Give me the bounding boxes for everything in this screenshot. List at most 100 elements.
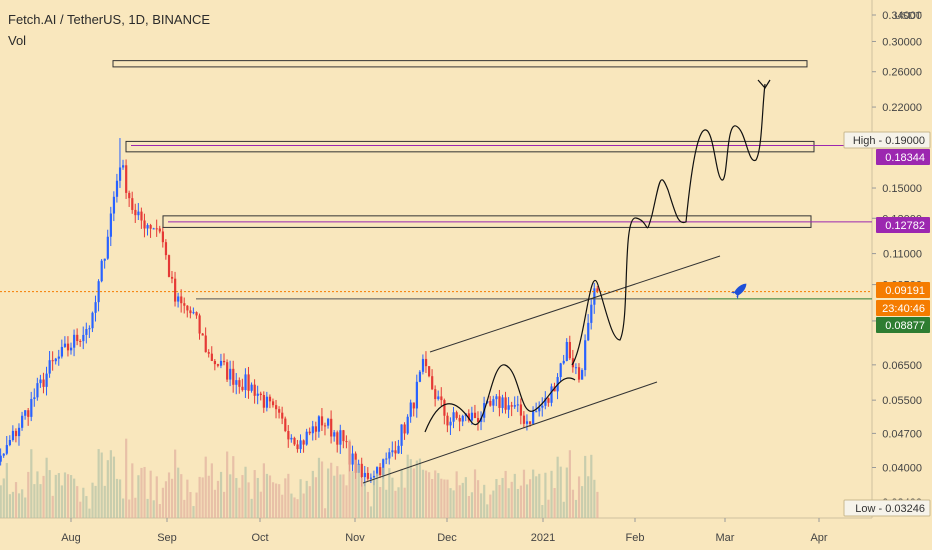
volume-bar [149,470,152,518]
volume-bar [158,504,161,518]
volume-bar [30,449,33,518]
candle-body [204,335,207,353]
y-tick-label: 0.34000 [882,10,922,22]
volume-bar [504,470,507,518]
high-badge-box [843,131,931,149]
x-tick-label: Mar [716,532,735,544]
candle-body [186,305,189,311]
resistance-zone-top [112,60,808,68]
candle-body [213,360,217,365]
countdown-badge-text: 23:40:46 [882,303,925,315]
candle-body [164,242,168,256]
candle-body [235,380,238,385]
candle-body [82,334,85,342]
candle-body [11,430,15,441]
volume-bar [366,491,370,518]
volume-bar [418,458,422,518]
candle-body [510,405,513,407]
candle-body [473,412,477,419]
volume-bar [323,508,327,518]
resistance-zone-mid [125,140,815,153]
volume-bar [128,499,131,518]
candle-body [207,352,210,354]
volume-bar [553,488,556,518]
y-tick-label: 0.05500 [882,395,922,407]
volume-bar [314,477,317,518]
volume-bar [400,468,403,518]
volume-bar [296,499,299,518]
candle-body [403,424,406,434]
candle-body [5,445,8,454]
volume-bar [164,481,168,518]
symbol-title[interactable]: Fetch.AI / TetherUS, 1D, BINANCE [8,12,211,27]
candle-body [88,328,91,330]
rocket-fin [730,291,739,300]
volume-bar [559,466,562,518]
projection-curve-small [424,364,576,433]
volume-bar [0,485,2,518]
candle-body [409,402,412,417]
candle-body [275,405,278,410]
candle-body [476,418,480,422]
volume-bar [271,482,275,518]
level-008877-badge-text: 0.08877 [885,320,925,332]
volume-bar [287,473,290,518]
volume-bar [577,476,581,518]
volume-bar [24,497,27,518]
volume-bar [590,454,593,518]
volume-bar [247,482,250,518]
candle-body [39,379,42,384]
countdown-badge-box [876,300,930,316]
volume-bar [66,474,70,518]
candle-body [70,347,73,351]
candle-body [149,225,152,229]
candle-body [541,405,544,408]
candle-body [146,225,149,229]
volume-bar [562,501,565,518]
candle-body [339,430,342,445]
volume-bar [461,482,464,518]
last-price-badge-text: 0.09191 [885,285,925,297]
volume-bar [476,480,480,518]
volume-bar [516,488,519,518]
volume-bar [2,478,5,518]
volume-bar [146,498,149,518]
volume-bar [342,474,345,518]
volume-bar [333,475,336,518]
candle-body [259,393,262,396]
candle-body [265,396,269,408]
candle-body [428,366,431,377]
volume-bar [584,455,587,518]
candle-body [385,458,388,460]
volume-bar [265,473,269,518]
volume-bar [510,481,513,518]
x-tick-label: Nov [345,532,365,544]
candle-body [8,440,11,446]
volume-bar [519,485,523,518]
candle-body [489,400,492,406]
volume-bar [351,471,354,518]
volume-bar [379,487,382,518]
volume-bar [70,475,73,518]
volume-bar [73,478,76,518]
volume-bar [161,487,164,518]
volume-bar [458,485,461,518]
candle-body [140,211,143,221]
volume-bar [409,459,412,518]
volume-bar [541,505,544,518]
candle-body [216,364,220,366]
volume-indicator-label[interactable]: Vol [8,33,27,48]
candle-body [296,444,299,450]
volume-bar [21,489,24,518]
candle-body [36,383,39,398]
candle-body [112,196,116,214]
volume-bar [464,477,467,518]
candle-body [256,393,259,396]
volume-bar [5,463,8,518]
y-tick-label: 0.22000 [882,102,922,114]
volume-bar [486,504,489,518]
volume-bar [82,487,85,518]
candle-body [180,296,183,304]
